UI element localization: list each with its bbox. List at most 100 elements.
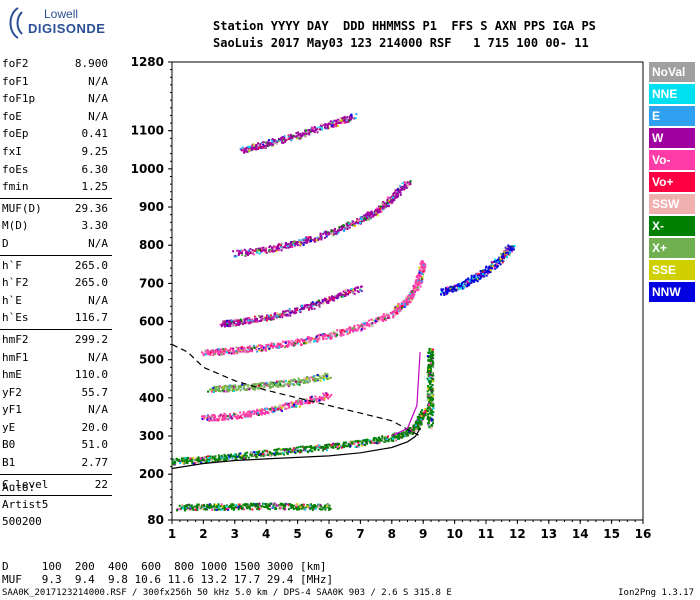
trace-point: [318, 339, 321, 342]
trace-point: [227, 508, 230, 511]
trace-point: [364, 218, 367, 221]
trace-point: [426, 377, 429, 380]
trace-point: [264, 348, 267, 351]
param-row: foF2 8.900: [0, 56, 112, 74]
trace-point: [294, 380, 297, 383]
trace-point: [325, 375, 328, 378]
trace-point: [370, 440, 373, 443]
trace-point: [493, 260, 496, 263]
trace-point: [431, 372, 434, 375]
trace-point: [257, 453, 260, 456]
trace-point: [412, 293, 415, 296]
trace-point: [243, 148, 246, 151]
trace-point: [324, 504, 327, 507]
trace-point: [314, 303, 317, 306]
trace-point: [401, 182, 404, 185]
trace-point: [429, 368, 432, 371]
trace-point: [350, 222, 353, 225]
trace-point: [339, 331, 342, 334]
trace-point: [317, 337, 320, 340]
trace-point: [194, 505, 197, 508]
trace-point: [289, 244, 292, 247]
trace-point: [457, 283, 460, 286]
trace-point: [252, 409, 255, 412]
trace-point: [508, 253, 511, 256]
trace-point: [262, 319, 265, 322]
trace-point: [332, 445, 335, 448]
trace-point: [342, 295, 345, 298]
trace-point: [360, 443, 363, 446]
trace-point: [462, 283, 465, 286]
trace-point: [429, 404, 432, 407]
trace-point: [360, 329, 363, 332]
trace-point: [387, 313, 390, 316]
trace-point: [361, 215, 364, 218]
trace-point: [258, 504, 261, 507]
trace-point: [290, 449, 293, 452]
trace-point: [431, 380, 434, 383]
trace-point: [262, 346, 265, 349]
trace-point: [265, 454, 268, 457]
trace-point: [261, 453, 264, 456]
trace-point: [333, 296, 336, 299]
trace-point: [276, 451, 279, 454]
trace-point: [334, 230, 337, 233]
trace-point: [233, 255, 236, 258]
trace-point: [214, 388, 217, 391]
trace-point: [280, 344, 283, 347]
trace-point: [229, 325, 232, 328]
trace-point: [287, 135, 290, 138]
trace-point: [282, 380, 285, 383]
trace-point: [345, 121, 348, 124]
trace-point: [255, 250, 258, 253]
trace-point: [203, 456, 206, 459]
trace-point: [415, 283, 418, 286]
trace-point: [406, 300, 409, 303]
trace-point: [285, 242, 288, 245]
trace-point: [280, 503, 283, 506]
trace-point: [206, 418, 209, 421]
trace-point: [243, 453, 246, 456]
trace-point: [357, 444, 360, 447]
trace-point: [237, 416, 240, 419]
trace-point: [431, 414, 434, 417]
trace-point: [287, 344, 290, 347]
param-key: foF1: [2, 74, 29, 88]
trace-point: [342, 441, 345, 444]
trace-point: [228, 456, 231, 459]
param-value: 265.0: [74, 276, 108, 290]
trace-point: [312, 375, 315, 378]
trace-point: [407, 294, 410, 297]
trace-point: [270, 142, 273, 145]
trace-point: [275, 316, 278, 319]
trace-point: [349, 327, 352, 330]
trace-point: [239, 251, 242, 254]
trace-point: [308, 133, 311, 136]
trace-point: [430, 409, 433, 412]
trace-point: [377, 208, 380, 211]
trace-point: [291, 449, 294, 452]
trace-point: [287, 402, 290, 405]
param-key: fxI: [2, 144, 22, 158]
trace-point: [226, 390, 229, 393]
trace-point: [277, 246, 280, 249]
param-value: 1.25: [81, 180, 109, 194]
trace-point: [313, 504, 316, 507]
trace-point: [322, 378, 325, 381]
trace-point: [343, 294, 346, 297]
trace-point: [340, 119, 343, 122]
trace-point: [242, 323, 245, 326]
trace-point: [431, 401, 434, 404]
trace-point: [502, 254, 505, 257]
trace-point: [338, 443, 341, 446]
trace-point: [298, 508, 301, 511]
trace-point: [323, 297, 326, 300]
trace-point: [404, 434, 407, 437]
trace-point: [443, 292, 446, 295]
trace-point: [429, 419, 432, 422]
trace-point: [338, 294, 341, 297]
trace-point: [350, 116, 353, 119]
trace-point: [393, 192, 396, 195]
trace-point: [289, 503, 292, 506]
trace-point: [470, 279, 473, 282]
